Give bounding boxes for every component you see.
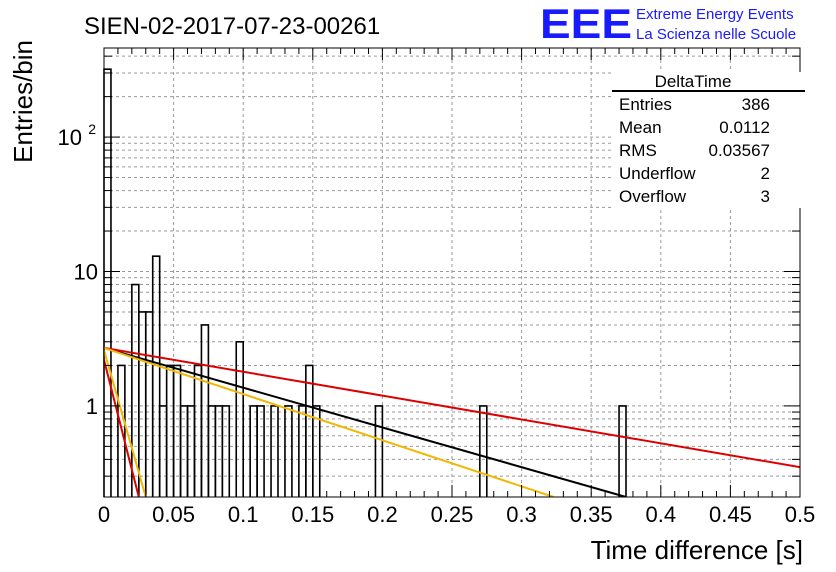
fit-line: [104, 346, 554, 497]
histogram-bin: [158, 405, 168, 497]
stats-value: 2: [761, 164, 770, 183]
histogram-bin: [138, 311, 147, 497]
fit-line: [104, 349, 147, 497]
histogram-bin: [284, 405, 293, 497]
histogram-bin: [151, 255, 161, 497]
logo-line-2: La Scienza nelle Scuole: [636, 26, 796, 43]
histogram-bin: [200, 324, 210, 497]
stats-title: DeltaTime: [655, 72, 732, 91]
logo-line-1: Extreme Energy Events: [636, 6, 794, 23]
fit-line: [104, 346, 800, 469]
stats-label: Overflow: [619, 187, 687, 206]
stats-value: 3: [761, 187, 770, 206]
histogram-bin: [374, 405, 384, 497]
y-tick-label: 1: [86, 394, 98, 419]
stats-box: DeltaTime Entries 386 Mean 0.0112 RMS 0.03567…: [612, 72, 805, 208]
histogram-bin: [131, 283, 140, 497]
histogram-bin: [117, 364, 126, 497]
x-tick-label: 0.25: [431, 502, 474, 527]
x-tick-label: 0.2: [367, 502, 398, 527]
y-tick-label: 10: [74, 259, 98, 284]
x-tick-label: 0.35: [570, 502, 613, 527]
x-tick-label: 0.05: [152, 502, 195, 527]
stats-value: 386: [742, 95, 770, 114]
stats-label: RMS: [619, 141, 657, 160]
histogram-bin: [235, 340, 244, 497]
histogram-bin: [256, 405, 265, 497]
stats-value: 0.0112: [719, 118, 770, 137]
x-axis-label: Time difference [s]: [591, 535, 803, 565]
histogram-bin: [144, 311, 154, 497]
x-tick-label: 0.4: [646, 502, 677, 527]
x-tick-label: 0: [98, 502, 110, 527]
histogram-bin: [172, 364, 182, 497]
x-tick-label: 0.1: [228, 502, 259, 527]
x-tick-label: 0.5: [785, 502, 816, 527]
y-tick-labels: 1 10 10 2: [58, 121, 98, 419]
histogram-bars: [103, 68, 627, 497]
y-tick-exponent: 2: [88, 121, 96, 137]
stats-label: Underflow: [619, 164, 696, 183]
histogram-bin: [179, 405, 189, 497]
histogram-bin: [103, 68, 112, 497]
histogram-bin: [312, 405, 321, 497]
x-tick-labels: 0 0.05 0.1 0.15 0.2 0.25 0.3 0.35 0.4 0.45 0.5: [98, 502, 815, 527]
histogram-bin: [186, 405, 196, 497]
histogram-bin: [479, 405, 488, 497]
fit-line: [104, 346, 627, 497]
histogram-bin: [214, 405, 224, 497]
x-tick-label: 0.3: [506, 502, 537, 527]
y-tick-label: 10: [58, 125, 82, 150]
histogram-bin: [193, 364, 203, 497]
histogram-bin: [221, 405, 231, 497]
stats-label: Mean: [619, 118, 662, 137]
y-axis-label: Entries/bin: [8, 40, 38, 163]
x-tick-label: 0.45: [709, 502, 752, 527]
fit-lines: [104, 346, 800, 497]
histogram-bin: [270, 405, 279, 497]
histogram-bin: [298, 405, 307, 497]
histogram-bin: [305, 364, 314, 497]
fit-line: [104, 359, 140, 497]
histogram-bin: [618, 405, 627, 497]
histogram-bin: [165, 364, 175, 497]
histogram-bin: [249, 405, 258, 497]
stats-value: 0.03567: [709, 141, 770, 160]
run-title: SIEN-02-2017-07-23-00261: [84, 13, 380, 40]
eee-logo-letters: EEE: [540, 0, 632, 47]
x-tick-label: 0.15: [291, 502, 334, 527]
histogram-bin: [207, 405, 217, 497]
stats-label: Entries: [619, 95, 672, 114]
